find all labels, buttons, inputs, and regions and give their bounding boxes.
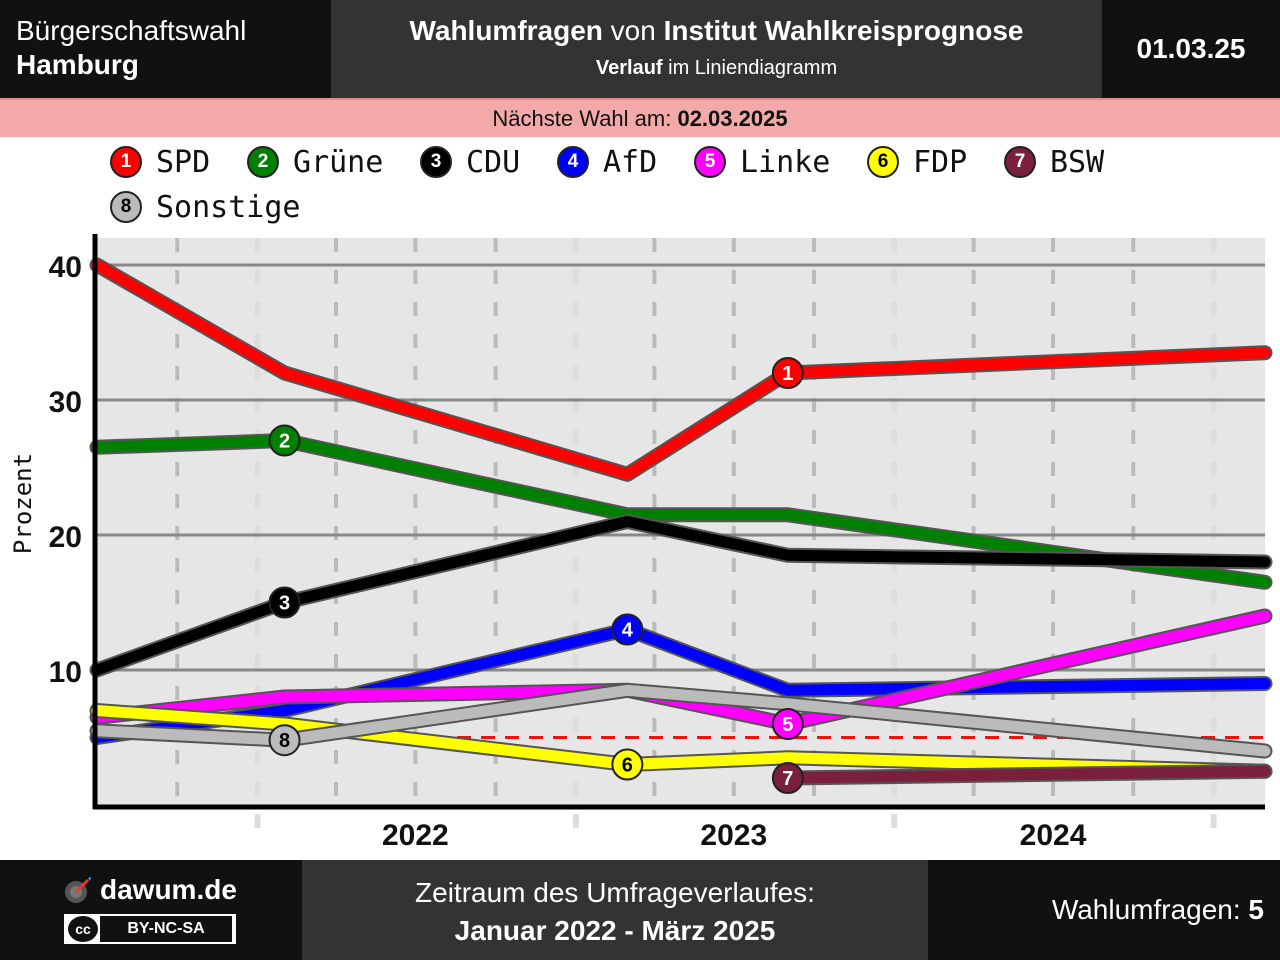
legend-badge: 5 [694,146,726,178]
marker-circle [611,748,644,781]
site-logo[interactable]: dawum.de [64,874,237,906]
poll-count: Wahlumfragen: 5 [928,860,1280,960]
marker-number: 5 [782,714,793,736]
legend-badge: 1 [110,146,142,178]
legend-item-grüne: 2 Grüne [247,142,383,182]
election-type: Bürgerschaftswahl [16,15,247,46]
license-badge[interactable]: cc BY-NC-SA [64,914,236,944]
y-tick-label: 20 [49,521,82,554]
period-label: Zeitraum des Umfrageverlaufes: [415,877,815,908]
legend-badge: 8 [110,191,142,223]
dartboard-icon [65,877,91,903]
legend-item-bsw: 7 BSW [1004,142,1104,182]
legend-item-cdu: 3 CDU [420,142,520,182]
marker-circle [611,613,644,646]
next-election-label: Nächste Wahl am: [492,106,678,131]
period-box: Zeitraum des Umfrageverlaufes: Januar 20… [302,860,928,960]
x-tick-label: 2022 [382,819,449,852]
legend-badge: 7 [1004,146,1036,178]
y-tick-label: 10 [49,656,82,689]
series-line-spd [91,259,1271,480]
series-marker-spd: 1 [771,357,804,389]
footer-brand: dawum.de cc BY-NC-SA [0,860,302,960]
footer: dawum.de cc BY-NC-SA Zeitraum des Umfrag… [0,860,1280,960]
region-name: Hamburg [16,49,139,80]
legend-badge: 6 [867,146,899,178]
x-tick-label: 2024 [1020,819,1087,852]
poll-count-value: 5 [1248,894,1264,925]
marker-circle [268,424,301,457]
y-tick-label: 30 [49,386,82,419]
y-tick-label: 40 [49,251,82,284]
legend-label: Sonstige [156,189,301,225]
legend-item-linke: 5 Linke [694,142,830,182]
page-subtitle: Verlauf im Liniendiagramm [331,56,1102,80]
subtitle-part-1: Verlauf [595,57,663,79]
series-line-cdu [91,516,1271,676]
period-value: Januar 2022 - März 2025 [454,915,776,946]
header-date: 01.03.25 [1102,0,1280,98]
legend-badge: 3 [420,146,452,178]
legend-label: Linke [740,144,831,180]
series-marker-sonstige: 8 [268,724,301,757]
series-marker-linke: 5 [771,708,804,740]
marker-circle [771,357,804,389]
legend-item-spd: 1 SPD [110,142,210,182]
legend-item-sonstige: 8 Sonstige [110,187,301,227]
legend-label: SPD [156,144,211,180]
series-marker-afd: 4 [611,613,644,646]
legend-item-fdp: 6 FDP [867,142,967,182]
page-title: Wahlumfragen von Institut Wahlkreisprogn… [331,16,1102,46]
marker-circle [268,724,301,757]
series-marker-fdp: 6 [611,748,644,781]
series-marker-cdu: 3 [268,586,301,619]
marker-circle [771,708,804,740]
poll-count-label: Wahlumfragen: [1051,894,1249,925]
legend-label: BSW [1050,144,1105,180]
header: Bürgerschaftswahl Hamburg Wahlumfragen v… [0,0,1280,98]
legend-label: FDP [913,144,968,180]
region-box: Bürgerschaftswahl Hamburg [0,0,331,98]
series-marker-grüne: 2 [268,424,301,457]
subtitle-part-2: im Liniendiagramm [662,57,838,79]
legend-label: AfD [603,144,658,180]
title-part-2: von [602,15,664,46]
title-part-3: Institut Wahlkreisprognose [663,15,1024,46]
marker-number: 8 [279,730,290,752]
legend-label: CDU [466,144,521,180]
marker-number: 1 [782,363,793,385]
next-election-date: 02.03.2025 [677,106,788,131]
site-name: dawum.de [100,874,237,905]
legend-badge: 4 [557,146,589,178]
line-chart: 10 20 30 40 1 2 3 4 5 6 7 8 2022 2023 2024 Prozent [9,234,1273,852]
legend-badge: 2 [247,146,279,178]
license-text: BY-NC-SA [100,916,232,942]
legend-item-afd: 4 AfD [557,142,657,182]
creative-commons-icon: cc [68,916,98,942]
series-line-bsw [782,765,1271,784]
marker-number: 3 [279,593,290,615]
next-election-banner: Nächste Wahl am: 02.03.2025 [0,98,1280,137]
title-box: Wahlumfragen von Institut Wahlkreisprogn… [331,0,1102,98]
marker-number: 2 [279,431,290,453]
y-axis-label: Prozent [9,453,37,554]
marker-number: 6 [622,755,633,777]
marker-number: 4 [622,620,634,642]
marker-number: 7 [782,768,793,790]
series-line-sonstige [91,684,1271,757]
title-part-1: Wahlumfragen [409,15,603,46]
x-tick-label: 2023 [700,819,767,852]
marker-circle [771,762,804,794]
series-marker-bsw: 7 [771,762,804,794]
legend-label: Grüne [293,144,384,180]
marker-circle [268,586,301,619]
